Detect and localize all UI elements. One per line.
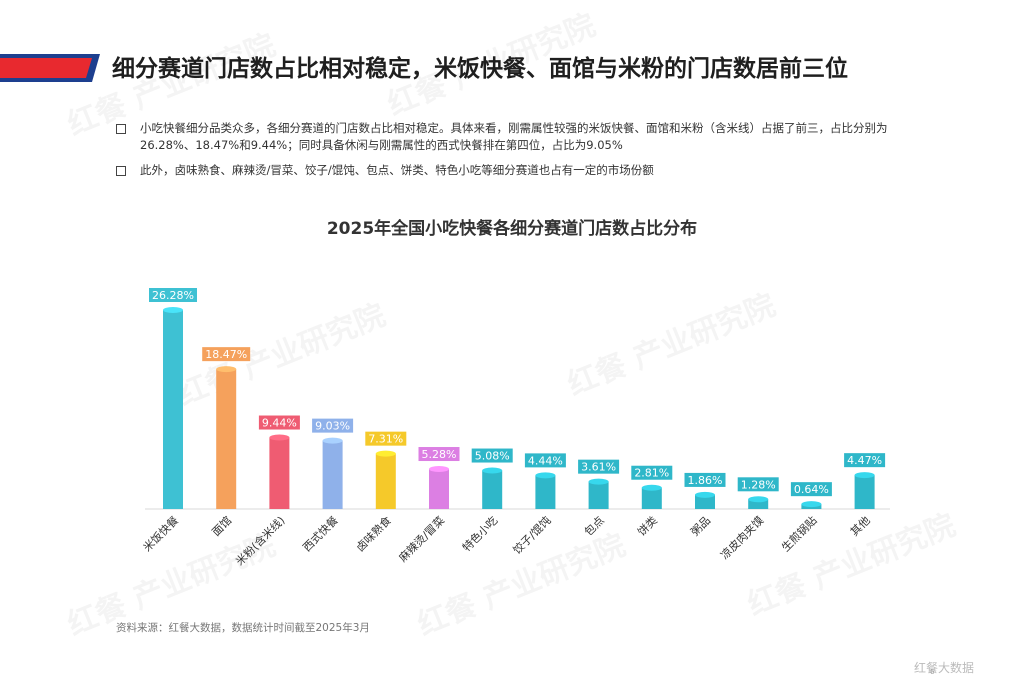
bar [695, 494, 715, 509]
data-label-box [578, 459, 620, 474]
bar [588, 481, 609, 509]
category-label: 米粉(含米线) [233, 513, 288, 568]
data-label: 26.28% [152, 289, 194, 302]
bar-top [801, 501, 822, 508]
chart-title: 2025年全国小吃快餐各细分赛道门店数占比分布 [326, 219, 698, 239]
category-label: 米饭快餐 [140, 513, 181, 554]
bullet-item: 小吃快餐细分品类众多，各细分赛道的门店数占比相对稳定。具体来看，刚需属性较强的米… [116, 120, 916, 154]
bullet-text: 此外，卤味熟食、麻辣烫/冒菜、饺子/馄饨、包点、饼类、特色小吃等细分赛道也占有一… [140, 163, 654, 177]
bar [748, 499, 769, 509]
category-label: 其他 [848, 514, 873, 539]
bar-top [854, 472, 875, 479]
bar-top [641, 484, 662, 491]
data-label: 9.03% [315, 420, 350, 433]
bar [854, 475, 875, 509]
bullet-item: 此外，卤味熟食、麻辣烫/冒菜、饺子/馄饨、包点、饼类、特色小吃等细分赛道也占有一… [116, 162, 916, 179]
data-label: 9.44% [262, 417, 297, 430]
category-label: 凉皮肉夹馍 [718, 513, 767, 562]
bullet-text: 小吃快餐细分品类众多，各细分赛道的门店数占比相对稳定。具体来看，刚需属性较强的米… [140, 121, 888, 152]
bar-top [429, 466, 449, 473]
category-label: 麻辣烫/冒菜 [396, 513, 447, 564]
data-label: 0.64% [794, 483, 829, 496]
bar-top [375, 450, 396, 457]
bar [216, 369, 237, 509]
category-label: 西式快餐 [300, 513, 341, 554]
source-note: 资料来源：红餐大数据，数据统计时间截至2025年3月 [116, 622, 370, 634]
bar [375, 453, 396, 509]
data-label: 1.86% [688, 474, 723, 487]
data-label: 5.08% [475, 450, 510, 463]
header-banner [0, 54, 100, 82]
square-bullet-icon [116, 166, 126, 176]
bar-top [535, 472, 556, 479]
bar-top [482, 467, 503, 474]
category-label: 面馆 [209, 513, 234, 538]
bar [429, 469, 449, 509]
data-label: 5.28% [422, 448, 457, 461]
data-label-box [524, 453, 566, 468]
data-label: 18.47% [205, 348, 247, 361]
data-label: 4.47% [847, 454, 882, 467]
data-label-box [471, 448, 513, 463]
data-label-box [418, 447, 460, 462]
bar-top [748, 496, 769, 503]
page-title: 细分赛道门店数占比相对稳定，米饭快餐、面馆与米粉的门店数居前三位 [112, 56, 848, 82]
data-label-box [631, 465, 673, 480]
category-label: 饼类 [634, 513, 659, 538]
data-label-box [149, 288, 197, 302]
category-label: 生煎锅贴 [779, 513, 820, 554]
bar [535, 475, 556, 509]
bar [322, 440, 343, 509]
bar [269, 437, 290, 509]
bar-top [322, 437, 343, 444]
data-label-box [365, 431, 407, 446]
bar-top [216, 366, 237, 373]
data-label-box [202, 347, 251, 362]
category-label: 卤味熟食 [353, 513, 394, 554]
bar-top [695, 491, 715, 498]
brand-logo: 红餐大数据 [914, 661, 975, 675]
bar [163, 310, 183, 509]
data-label-box [737, 477, 779, 492]
data-label-box [790, 482, 832, 497]
data-label: 2.81% [634, 467, 669, 480]
category-label: 粥品 [688, 514, 713, 539]
data-label: 3.61% [581, 461, 616, 474]
bar-top [588, 478, 609, 485]
bar-top [163, 307, 183, 313]
data-label: 7.31% [368, 433, 403, 446]
data-label-box [258, 415, 300, 430]
bar-top [269, 434, 290, 441]
category-label: 饺子/馄饨 [510, 513, 554, 557]
data-label-box [844, 453, 886, 468]
bar [482, 470, 503, 509]
page-number: 6 [930, 668, 935, 676]
bar [641, 487, 662, 509]
square-bullet-icon [116, 124, 126, 134]
data-label: 4.44% [528, 454, 563, 467]
category-label: 包点 [582, 514, 607, 539]
category-label: 特色小吃 [459, 513, 500, 554]
bullet-list: 小吃快餐细分品类众多，各细分赛道的门店数占比相对稳定。具体来看，刚需属性较强的米… [116, 120, 916, 187]
data-label-box [684, 472, 726, 487]
data-label: 1.28% [741, 478, 776, 491]
data-label-box [312, 418, 354, 433]
